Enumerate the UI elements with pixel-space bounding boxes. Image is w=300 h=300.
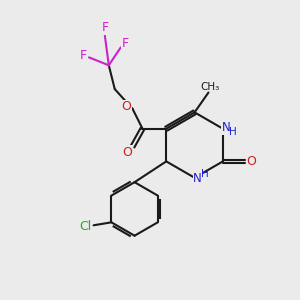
Text: F: F — [122, 37, 129, 50]
Text: Cl: Cl — [80, 220, 92, 233]
Text: H: H — [229, 127, 237, 137]
Text: N: N — [221, 121, 230, 134]
Text: H: H — [201, 169, 208, 179]
Text: F: F — [101, 21, 108, 34]
Text: F: F — [80, 49, 87, 62]
Text: CH₃: CH₃ — [201, 82, 220, 92]
Text: O: O — [247, 155, 256, 168]
Text: N: N — [193, 172, 202, 185]
Text: O: O — [122, 100, 132, 113]
Text: O: O — [123, 146, 133, 159]
